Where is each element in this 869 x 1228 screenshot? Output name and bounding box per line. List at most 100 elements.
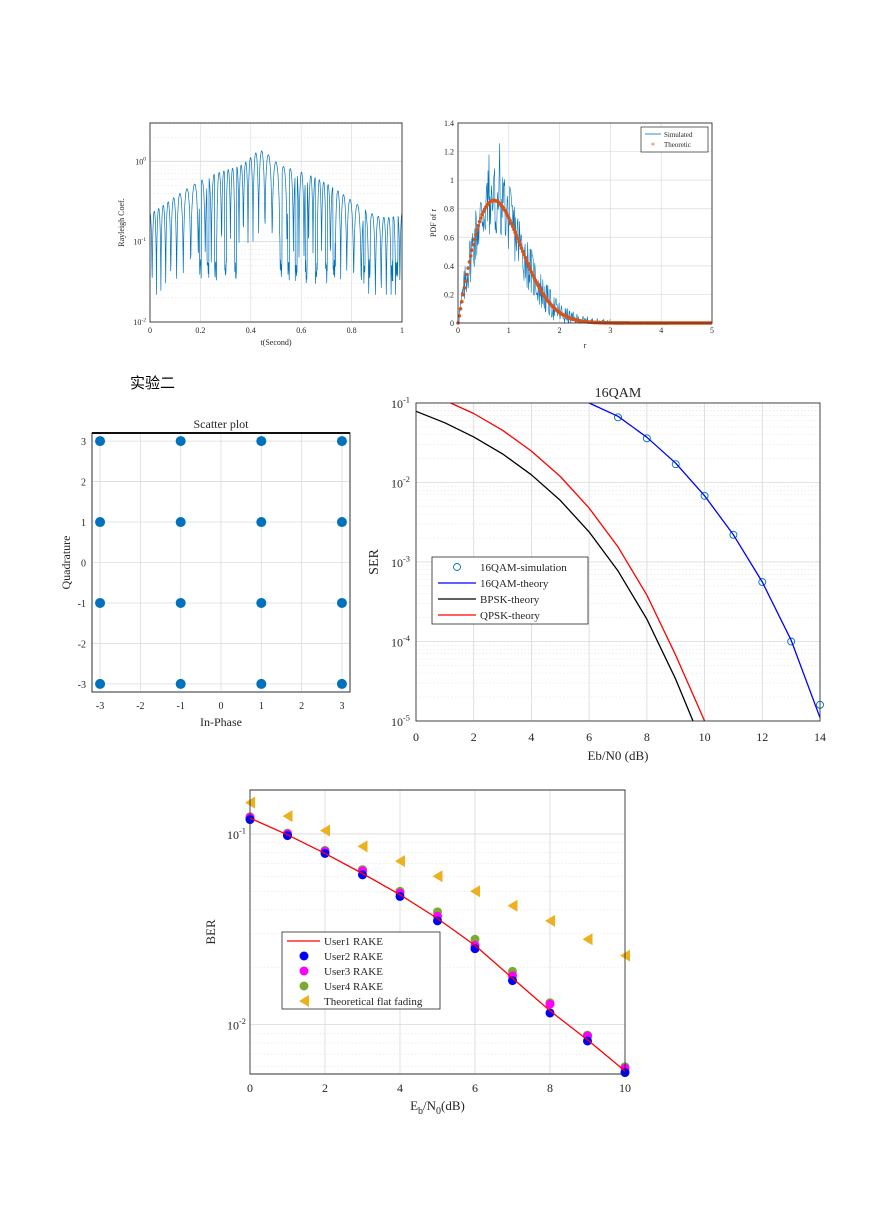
y-tick-label: 10-1 bbox=[391, 396, 410, 411]
x-tick-label: -2 bbox=[136, 701, 144, 712]
legend-simulated-label: Simulated bbox=[664, 131, 693, 139]
y-tick-label: 2 bbox=[81, 478, 86, 489]
y-tick-label: 10-4 bbox=[391, 634, 411, 649]
theoretic-pdf-point bbox=[509, 221, 514, 226]
x-tick-label: 3 bbox=[608, 326, 612, 335]
simulation-marker bbox=[787, 637, 796, 646]
y-tick-label: 0 bbox=[81, 559, 86, 570]
legend-box bbox=[431, 556, 589, 625]
x-tick-label: 2 bbox=[299, 701, 304, 712]
y-tick-label: -3 bbox=[78, 680, 86, 691]
user-marker bbox=[508, 976, 517, 986]
x-axis-label: Eb/N0(dB) bbox=[410, 1098, 465, 1117]
y-tick-label: 10-1 bbox=[133, 237, 146, 247]
theoretic-pdf-point bbox=[471, 242, 476, 247]
chart-title: 16QAM bbox=[595, 386, 642, 401]
y-tick-label: 3 bbox=[81, 437, 86, 448]
x-tick-label: 2 bbox=[471, 730, 477, 744]
user-marker bbox=[433, 916, 442, 926]
theoretic-pdf-point bbox=[473, 232, 478, 237]
legend-label: QPSK-theory bbox=[480, 610, 540, 622]
constellation-point bbox=[95, 517, 106, 528]
plot-frame bbox=[415, 402, 821, 722]
y-axis-label: BER bbox=[203, 919, 218, 945]
legend-label: 16QAM-simulation bbox=[480, 562, 567, 574]
y-tick-label: -2 bbox=[78, 639, 86, 650]
legend-label: BPSK-theory bbox=[480, 594, 540, 606]
legend-swatch bbox=[453, 563, 461, 571]
theoretic-pdf-point bbox=[507, 216, 511, 220]
theoretic-pdf-point bbox=[468, 254, 473, 258]
theoretic-pdf-point bbox=[465, 272, 469, 277]
flat-fading-marker bbox=[395, 855, 405, 868]
x-tick-label: 0 bbox=[247, 1081, 253, 1095]
constellation-point bbox=[95, 678, 106, 689]
theoretic-pdf-point bbox=[524, 258, 529, 263]
x-axis-label: Eb/N0 (dB) bbox=[587, 748, 648, 763]
x-tick-label: 4 bbox=[528, 730, 534, 744]
x-tick-label: 0.2 bbox=[195, 326, 205, 335]
y-tick-label: 0.4 bbox=[444, 262, 454, 271]
theoretic-pdf-point bbox=[522, 252, 526, 257]
theoretic-pdf-point bbox=[475, 228, 479, 232]
x-tick-label: 10 bbox=[699, 730, 711, 744]
theoretic-pdf-point bbox=[476, 223, 481, 228]
theoretic-pdf-point bbox=[523, 255, 528, 260]
theoretic-pdf-point bbox=[508, 218, 512, 223]
x-tick-label: 0 bbox=[413, 730, 419, 744]
flat-fading-marker bbox=[357, 840, 368, 853]
plot-frame bbox=[249, 789, 626, 1075]
theoretic-pdf-point bbox=[513, 230, 517, 235]
simulation-marker bbox=[642, 434, 651, 443]
theoretic-pdf-point bbox=[527, 264, 531, 269]
y-tick-label: 10-2 bbox=[227, 1017, 246, 1032]
x-tick-label: 6 bbox=[586, 730, 592, 744]
flat-fading-marker bbox=[507, 899, 518, 912]
flat-fading-marker bbox=[320, 824, 330, 837]
theoretic-pdf-point bbox=[520, 249, 525, 254]
theoretic-pdf-point bbox=[479, 216, 483, 220]
x-tick-label: 14 bbox=[814, 730, 826, 744]
theoretic-pdf-point bbox=[477, 219, 482, 224]
plot-frame bbox=[91, 432, 351, 693]
theoretic-pdf-point bbox=[461, 292, 465, 297]
x-axis-label: In-Phase bbox=[200, 715, 242, 729]
y-tick-label: 1 bbox=[81, 518, 86, 529]
plot-frame bbox=[149, 122, 403, 323]
legend-label: 16QAM-theory bbox=[480, 578, 549, 590]
y-tick-label: 1.4 bbox=[444, 119, 454, 128]
legend-swatch bbox=[299, 981, 309, 991]
legend-swatch bbox=[299, 966, 309, 976]
user-marker bbox=[545, 999, 555, 1009]
theory-line-3 bbox=[450, 402, 706, 722]
theoretic-pdf-point bbox=[529, 270, 534, 275]
constellation-point bbox=[256, 517, 267, 528]
simulation-marker bbox=[700, 491, 709, 500]
y-tick-label: 100 bbox=[135, 157, 146, 167]
x-tick-label: 8 bbox=[644, 730, 650, 744]
theoretic-pdf-point bbox=[462, 286, 467, 290]
user-marker bbox=[545, 1008, 555, 1018]
constellation-point bbox=[336, 597, 347, 608]
y-axis-label: Quadrature bbox=[59, 536, 73, 590]
theoretic-pdf-point bbox=[460, 299, 464, 304]
constellation-point bbox=[256, 597, 267, 608]
constellation-point bbox=[175, 436, 186, 447]
x-tick-label: 4 bbox=[659, 326, 663, 335]
constellation-point bbox=[256, 436, 267, 447]
x-tick-label: -3 bbox=[96, 701, 104, 712]
theoretic-pdf-point bbox=[510, 224, 515, 229]
y-tick-label: 0.2 bbox=[444, 290, 454, 299]
theoretic-pdf-point bbox=[531, 273, 535, 277]
x-tick-label: 10 bbox=[619, 1081, 631, 1095]
simulation-marker bbox=[614, 413, 622, 422]
flat-fading-marker bbox=[545, 914, 555, 927]
theory-line-2 bbox=[415, 410, 694, 722]
constellation-point bbox=[95, 597, 106, 608]
theoretic-pdf-point bbox=[472, 237, 477, 242]
legend-theoretic-label: Theoretic bbox=[664, 141, 691, 149]
